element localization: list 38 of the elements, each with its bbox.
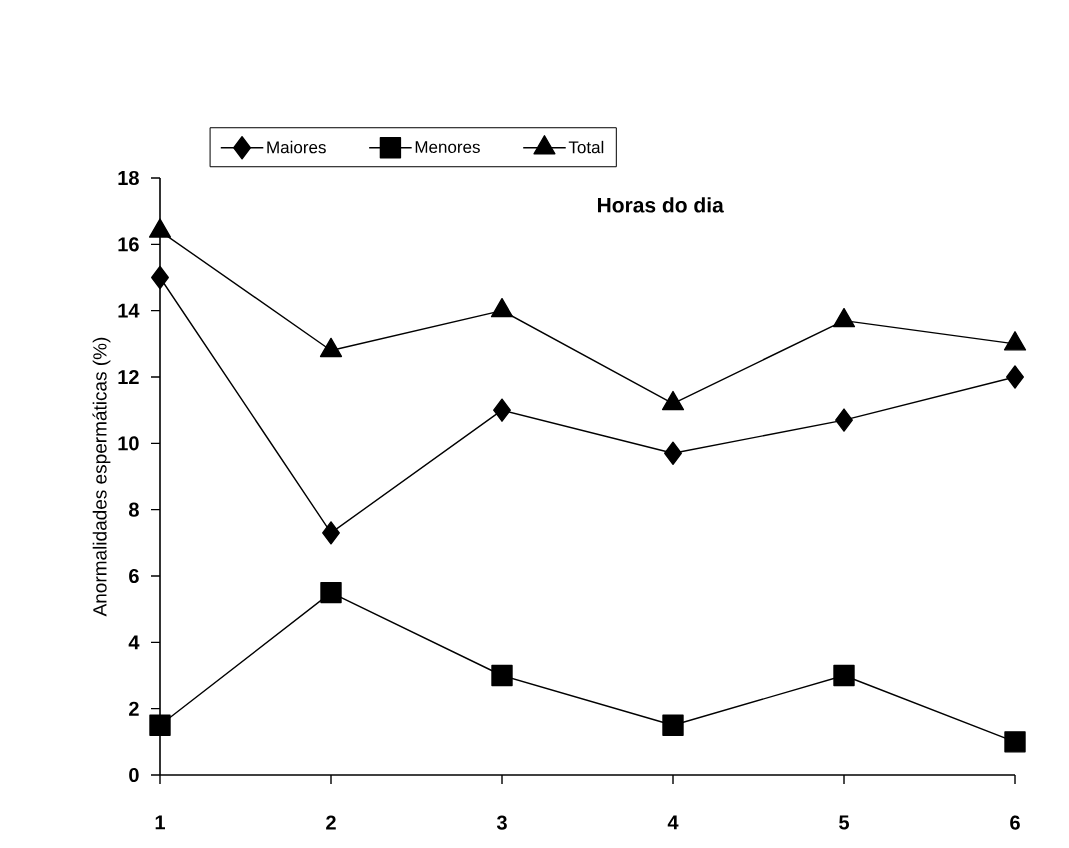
point xyxy=(149,714,171,736)
point xyxy=(322,521,340,545)
y-tick-label: 0 xyxy=(129,767,139,783)
point xyxy=(664,441,682,465)
x-tick-label: 4 xyxy=(667,815,679,830)
point xyxy=(835,408,853,432)
y-tick-label: 16 xyxy=(118,237,139,252)
legend-label: Menores xyxy=(415,141,480,154)
y-tick-label: 18 xyxy=(118,170,139,186)
y-tick-label: 6 xyxy=(129,568,139,584)
y-tick-label: 8 xyxy=(129,502,139,517)
y-tick-label: 10 xyxy=(118,436,139,451)
point xyxy=(832,307,856,328)
point xyxy=(661,390,685,411)
y-tick-label: 14 xyxy=(118,303,140,318)
x-tick-label: 3 xyxy=(496,815,507,830)
y-tick-label: 12 xyxy=(118,370,139,384)
y-axis-title: Anormalidades espermáticas (%) xyxy=(92,337,111,617)
y-tick-label: 4 xyxy=(128,635,140,650)
x-tick-label: 6 xyxy=(1010,815,1020,830)
y-tick-label: 2 xyxy=(129,701,139,716)
point xyxy=(320,581,342,604)
point xyxy=(1003,331,1027,351)
point xyxy=(1004,731,1026,753)
point xyxy=(491,664,513,687)
point xyxy=(319,337,343,358)
x-tick-label: 5 xyxy=(839,815,850,830)
point xyxy=(662,714,684,736)
point xyxy=(148,218,172,238)
point xyxy=(833,664,855,687)
x-axis-title: Horas do dia xyxy=(598,197,724,213)
point xyxy=(493,398,511,422)
legend-label: Maiores xyxy=(267,140,326,154)
x-tick-label: 2 xyxy=(326,815,336,830)
point xyxy=(1006,365,1024,389)
point xyxy=(490,297,514,318)
x-tick-label: 1 xyxy=(155,815,165,830)
legend-label: Total xyxy=(568,140,604,154)
